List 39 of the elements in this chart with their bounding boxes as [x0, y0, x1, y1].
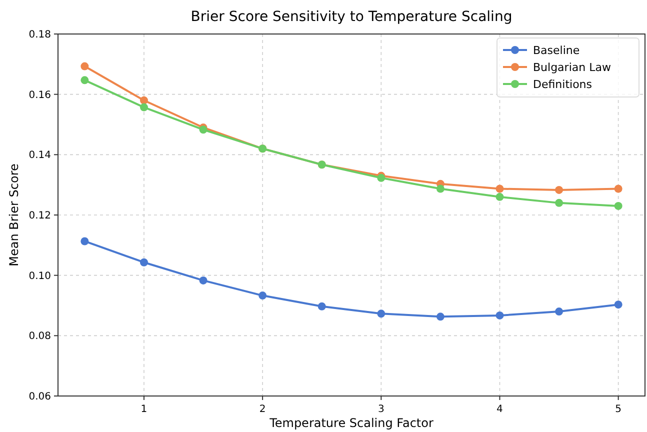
point — [140, 258, 148, 266]
point — [555, 186, 564, 194]
y-axis-title: Mean Brier Score — [7, 164, 21, 266]
legend-label: Bulgarian Law — [533, 61, 611, 74]
x-axis-title: Temperature Scaling Factor — [268, 416, 434, 430]
legend-label: Baseline — [533, 44, 580, 57]
point — [614, 300, 622, 309]
y-tick-label: 0.14 — [28, 150, 51, 162]
x-tick-label: 3 — [378, 404, 384, 415]
point — [140, 103, 148, 112]
point — [258, 292, 267, 300]
point — [436, 184, 444, 193]
y-tick-label: 0.06 — [28, 392, 51, 402]
point — [80, 62, 89, 70]
legend-label: Definitions — [533, 78, 592, 91]
point — [496, 311, 504, 320]
point — [496, 184, 504, 193]
point — [555, 198, 564, 207]
point — [614, 184, 622, 193]
point — [436, 312, 444, 321]
x-tick-label: 1 — [140, 404, 148, 415]
point — [80, 237, 89, 246]
y-tick-label: 0.12 — [28, 210, 51, 222]
x-tick-label: 2 — [259, 404, 266, 415]
x-tick-label: 4 — [496, 404, 503, 415]
point — [199, 276, 208, 284]
y-tick-label: 0.08 — [28, 331, 51, 342]
point — [555, 308, 564, 316]
point — [80, 76, 89, 84]
y-tick-label: 0.16 — [28, 90, 51, 101]
point — [140, 96, 148, 104]
y-tick-label: 0.10 — [28, 270, 51, 282]
point — [377, 310, 386, 318]
chart-title: Brier Score Sensitivity to Temperature Scaling — [190, 9, 512, 25]
y-tick-label: 0.18 — [28, 30, 51, 40]
x-tick-label: 5 — [615, 404, 622, 415]
point — [614, 202, 622, 210]
point — [496, 192, 504, 201]
point — [318, 302, 326, 310]
